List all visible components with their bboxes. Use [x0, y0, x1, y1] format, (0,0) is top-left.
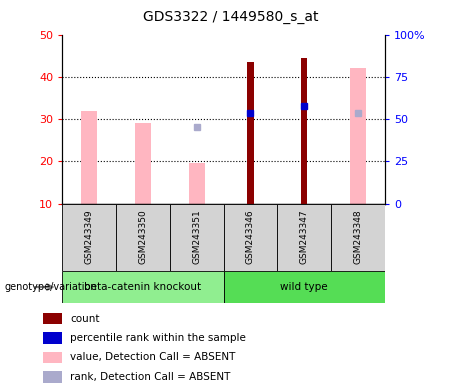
Text: wild type: wild type [280, 282, 328, 292]
Text: count: count [70, 314, 100, 324]
Bar [81, 111, 97, 204]
Text: GSM243350: GSM243350 [138, 210, 148, 265]
Bar [224, 204, 278, 271]
Bar [135, 123, 151, 204]
Text: value, Detection Call = ABSENT: value, Detection Call = ABSENT [70, 353, 236, 362]
Bar [189, 164, 205, 204]
Bar [350, 68, 366, 204]
Bar [43, 313, 62, 324]
Bar [278, 204, 331, 271]
Bar [170, 204, 224, 271]
Text: GSM243346: GSM243346 [246, 210, 255, 265]
Text: GSM243348: GSM243348 [354, 210, 362, 265]
Text: GSM243351: GSM243351 [192, 210, 201, 265]
Text: beta-catenin knockout: beta-catenin knockout [84, 282, 201, 292]
Text: percentile rank within the sample: percentile rank within the sample [70, 333, 246, 343]
Bar [224, 271, 385, 303]
Bar [43, 351, 62, 363]
Bar [331, 204, 385, 271]
Bar [116, 204, 170, 271]
Bar [247, 62, 254, 204]
Text: rank, Detection Call = ABSENT: rank, Detection Call = ABSENT [70, 372, 230, 382]
Bar [62, 204, 116, 271]
Bar [62, 271, 224, 303]
Text: genotype/variation: genotype/variation [5, 282, 97, 292]
Text: GDS3322 / 1449580_s_at: GDS3322 / 1449580_s_at [143, 10, 318, 23]
Bar [43, 332, 62, 344]
Bar [301, 58, 307, 204]
Text: GSM243349: GSM243349 [85, 210, 94, 265]
Bar [43, 371, 62, 383]
Text: GSM243347: GSM243347 [300, 210, 309, 265]
